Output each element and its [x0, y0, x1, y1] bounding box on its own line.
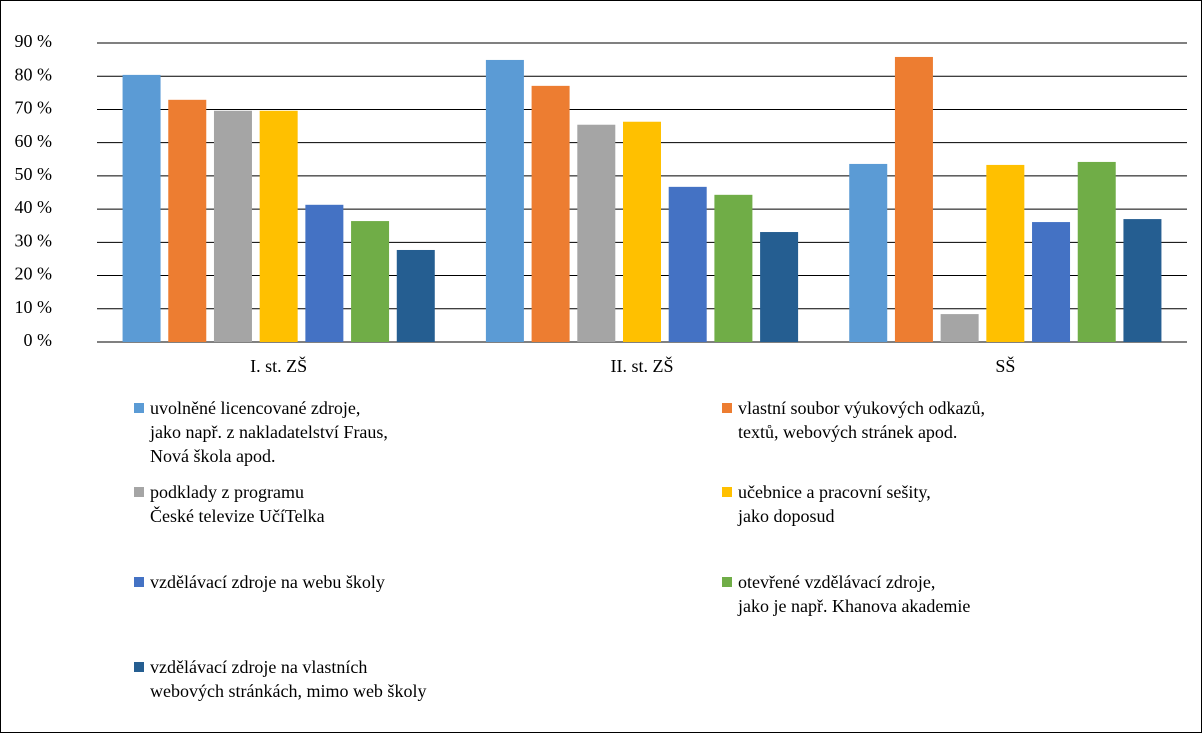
y-tick-label: 80 % [15, 64, 53, 84]
legend-swatch [722, 577, 732, 587]
bar [213, 110, 252, 342]
bar [668, 186, 707, 342]
bar [168, 99, 207, 342]
x-tick-label: II. st. ZŠ [611, 355, 674, 376]
legend-label: učebnice a pracovní sešity, jako doposud [738, 482, 931, 526]
bar [577, 124, 616, 342]
y-tick-label: 0 % [24, 330, 53, 350]
bar [122, 74, 161, 342]
legend-swatch [134, 577, 144, 587]
bar [305, 204, 344, 342]
bar [485, 59, 524, 343]
bar [1123, 219, 1162, 342]
legend-label: podklady z programu České televize UčíTe… [150, 482, 325, 526]
x-tick-label: SŠ [995, 355, 1015, 376]
legend-swatch [134, 403, 144, 413]
bar [1077, 161, 1116, 342]
y-tick-label: 20 % [15, 264, 53, 284]
bar [259, 110, 298, 342]
y-tick-label: 60 % [15, 131, 53, 151]
y-tick-label: 10 % [15, 297, 53, 317]
x-tick-label: I. st. ZŠ [250, 355, 307, 376]
legend-label: vzdělávací zdroje na webu školy [150, 572, 385, 592]
bar [531, 85, 570, 343]
y-tick-label: 70 % [15, 98, 53, 118]
bar [760, 232, 799, 342]
legend-swatch [134, 662, 144, 672]
bar [396, 249, 435, 342]
bar [940, 314, 979, 342]
legend-entry: podklady z programu České televize UčíTe… [134, 480, 325, 528]
legend-entry: uvolněné licencované zdroje, jako např. … [134, 396, 388, 468]
bar [623, 121, 661, 342]
legend-entry: vzdělávací zdroje na vlastních webových … [134, 655, 426, 703]
legend-entry: učebnice a pracovní sešity, jako doposud [722, 480, 931, 528]
legend-swatch [722, 487, 732, 497]
y-tick-label: 40 % [15, 197, 53, 217]
legend-label: otevřené vzdělávací zdroje, jako je např… [738, 572, 971, 616]
bar [849, 163, 888, 342]
y-tick-label: 90 % [15, 31, 53, 51]
legend-swatch [722, 403, 732, 413]
bar [986, 164, 1025, 342]
legend-label: vzdělávací zdroje na vlastních webových … [150, 657, 427, 701]
y-tick-label: 50 % [15, 164, 53, 184]
legend-swatch [134, 487, 144, 497]
bar [1032, 222, 1071, 342]
legend-label: vlastní soubor výukových odkazů, textů, … [738, 398, 985, 442]
legend-entry: otevřené vzdělávací zdroje, jako je např… [722, 570, 970, 618]
legend-label: uvolněné licencované zdroje, jako např. … [150, 398, 388, 466]
bar [894, 56, 933, 342]
y-tick-label: 30 % [15, 230, 53, 250]
legend-entry: vlastní soubor výukových odkazů, textů, … [722, 396, 985, 444]
legend-entry: vzdělávací zdroje na webu školy [134, 570, 385, 594]
bar [351, 221, 390, 342]
bar [714, 194, 753, 342]
